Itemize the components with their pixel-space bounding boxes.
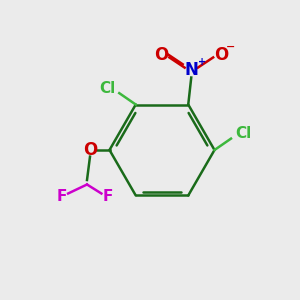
Text: F: F [103,189,113,204]
Text: F: F [56,189,67,204]
Text: O: O [214,46,228,64]
Text: Cl: Cl [235,126,251,141]
Text: Cl: Cl [99,80,116,95]
Text: O: O [154,46,168,64]
Text: +: + [198,57,206,67]
Text: −: − [226,42,236,52]
Text: O: O [83,141,97,159]
Text: N: N [184,61,198,79]
